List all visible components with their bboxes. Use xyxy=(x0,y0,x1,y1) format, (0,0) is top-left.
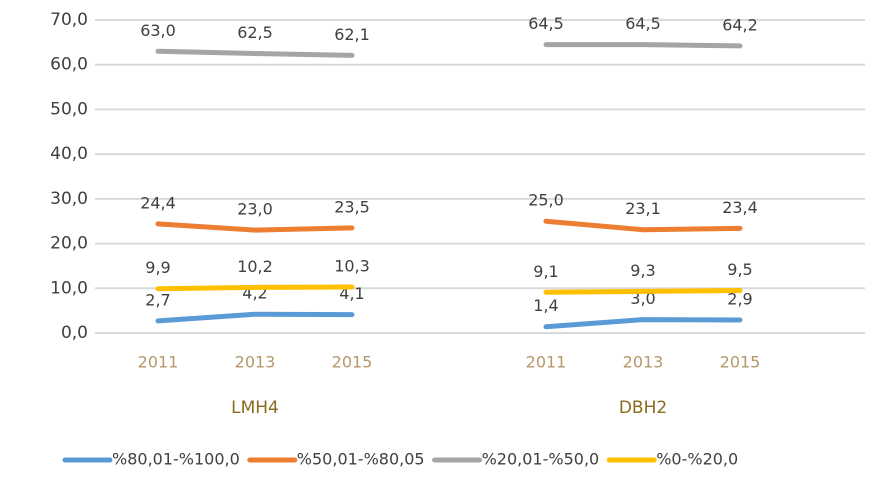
y-tick-label: 70,0 xyxy=(50,10,88,30)
data-label: 64,2 xyxy=(722,15,758,34)
data-label: 62,5 xyxy=(237,23,273,42)
x-tick-label: 2013 xyxy=(623,353,664,372)
series-line xyxy=(155,42,743,58)
data-label: 10,2 xyxy=(237,257,273,276)
data-label: 23,0 xyxy=(237,200,273,219)
data-label: 2,7 xyxy=(145,290,170,309)
series-line xyxy=(155,311,743,330)
data-label: 64,5 xyxy=(625,14,661,33)
legend-label: %0-%20,0 xyxy=(656,450,738,469)
data-label: 2,9 xyxy=(727,290,752,309)
y-tick-label: 0,0 xyxy=(61,323,88,343)
y-tick-label: 50,0 xyxy=(50,99,88,119)
data-label: 9,9 xyxy=(145,258,170,277)
data-label: 63,0 xyxy=(140,21,176,40)
data-label: 10,3 xyxy=(334,256,370,275)
data-label: 25,0 xyxy=(528,191,564,210)
group-label: LMH4 xyxy=(231,398,279,418)
x-tick-label: 2015 xyxy=(332,353,373,372)
x-tick-label: 2015 xyxy=(720,353,761,372)
y-tick-label: 30,0 xyxy=(50,189,88,209)
data-label: 24,4 xyxy=(140,193,176,212)
group-label: DBH2 xyxy=(619,398,667,418)
x-tick-label: 2013 xyxy=(235,353,276,372)
x-tick-label: 2011 xyxy=(526,353,567,372)
data-label: 1,4 xyxy=(533,296,558,315)
data-label: 9,1 xyxy=(533,262,558,281)
x-tick-label: 2011 xyxy=(138,353,179,372)
series-line xyxy=(155,218,743,233)
data-label: 64,5 xyxy=(528,14,564,33)
y-tick-label: 10,0 xyxy=(50,278,88,298)
y-tick-label: 20,0 xyxy=(50,234,88,254)
y-tick-label: 40,0 xyxy=(50,144,88,164)
data-label: 23,5 xyxy=(334,197,370,216)
legend-label: %80,01-%100,0 xyxy=(112,450,240,469)
y-tick-label: 60,0 xyxy=(50,55,88,75)
data-label: 23,1 xyxy=(625,199,661,218)
legend-label: %20,01-%50,0 xyxy=(482,450,600,469)
legend-label: %50,01-%80,05 xyxy=(297,450,425,469)
data-label: 23,4 xyxy=(722,198,758,217)
data-label: 62,1 xyxy=(334,25,370,44)
data-label: 9,5 xyxy=(727,260,752,279)
data-label: 9,3 xyxy=(630,261,655,280)
series-line xyxy=(155,284,743,295)
